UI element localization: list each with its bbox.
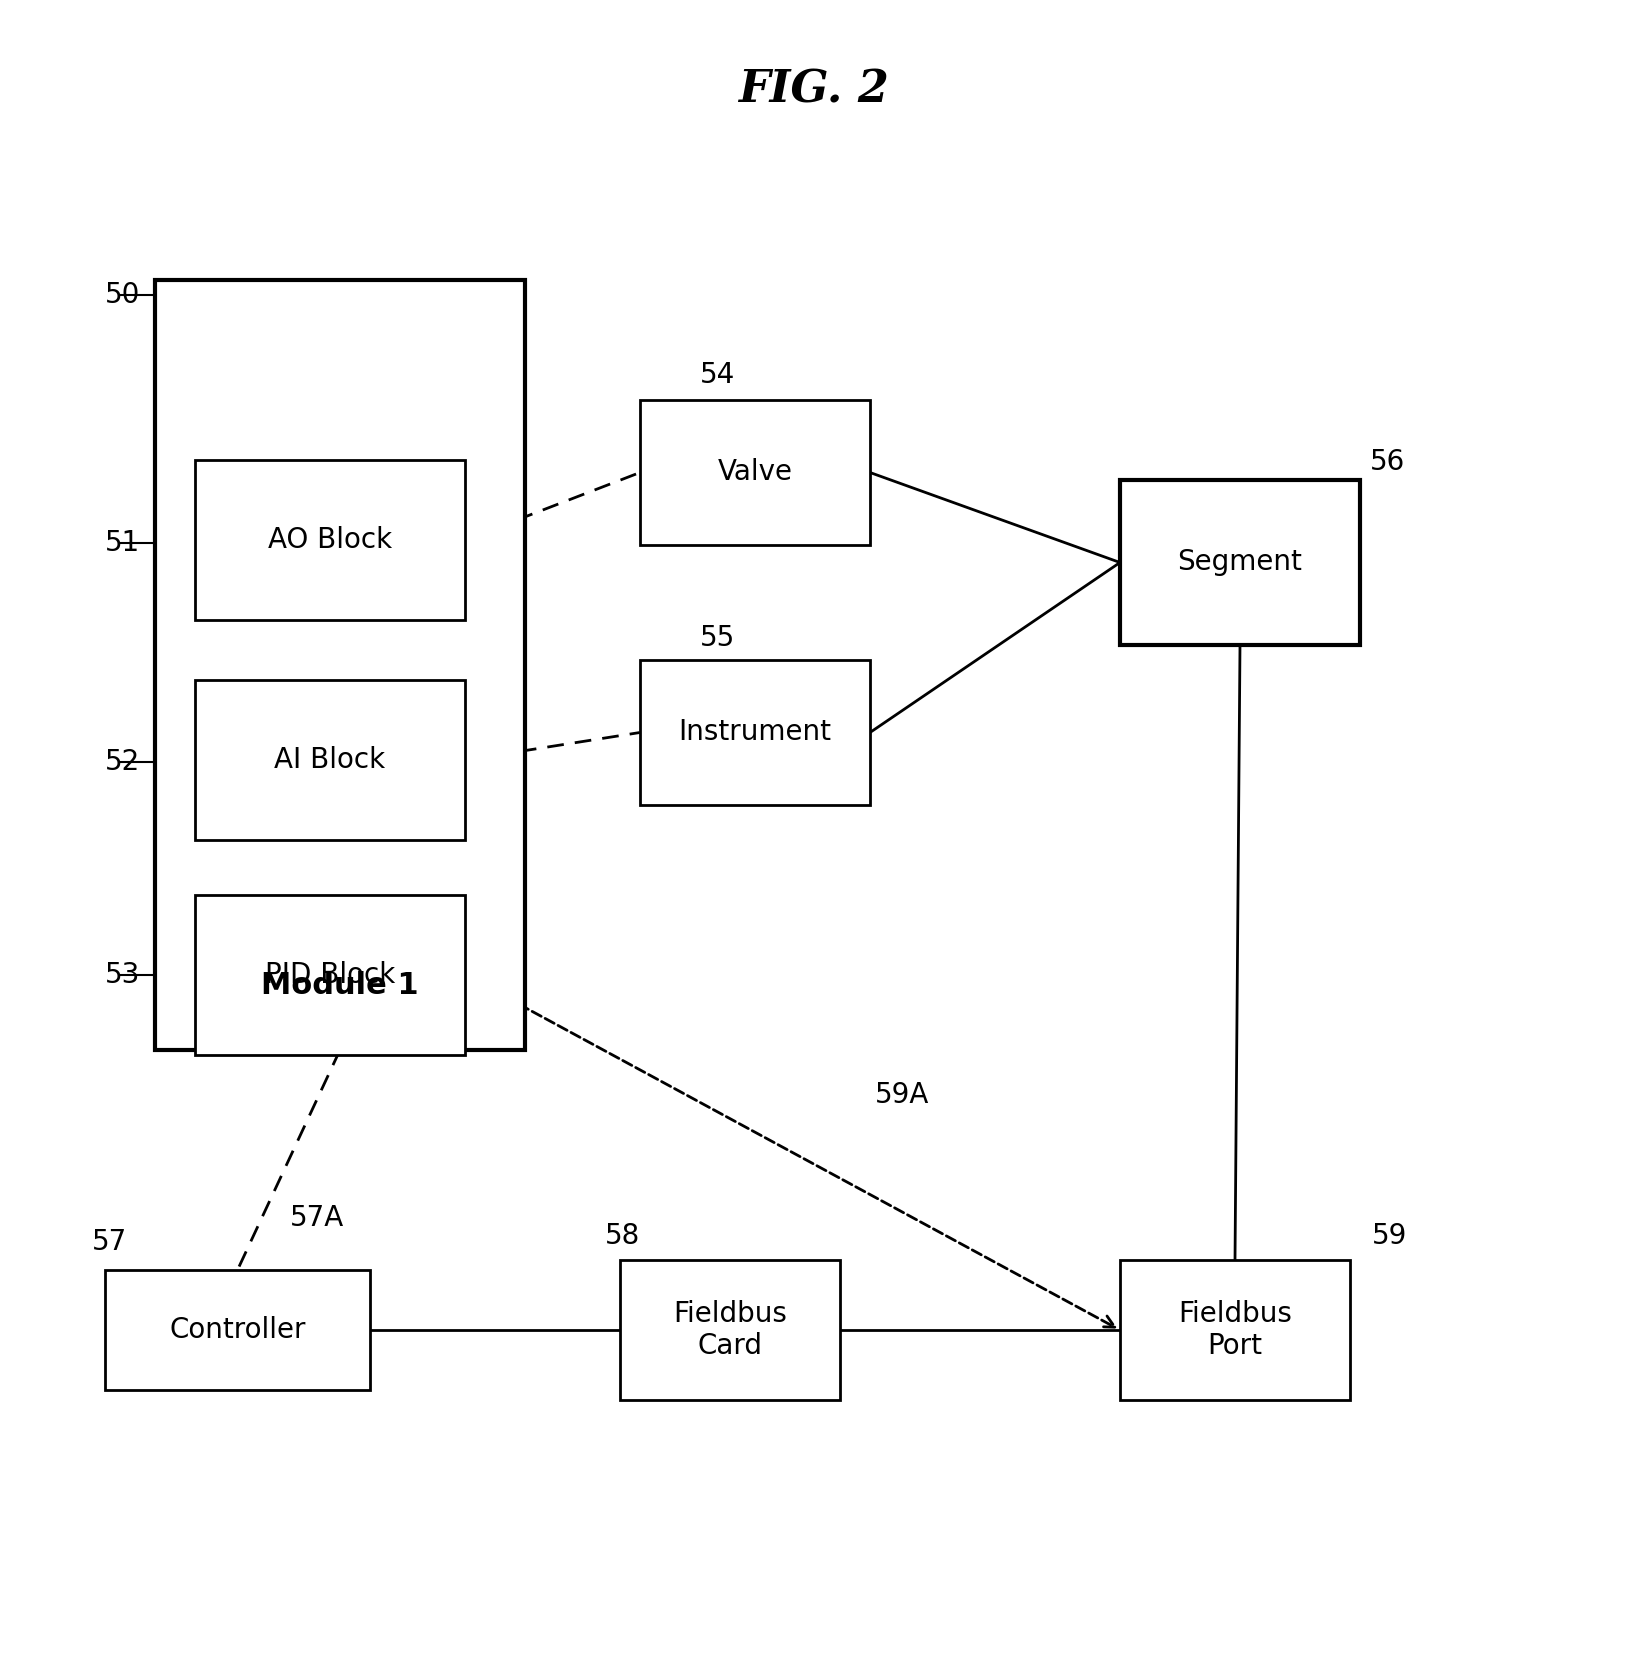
Text: AI Block: AI Block (275, 746, 385, 774)
Text: Fieldbus
Card: Fieldbus Card (673, 1301, 787, 1360)
Text: Module 1: Module 1 (262, 970, 420, 1000)
Text: 53: 53 (106, 962, 140, 988)
Bar (106, 1271, 371, 1390)
Bar (195, 895, 465, 1055)
Bar (195, 679, 465, 840)
Text: 52: 52 (106, 747, 140, 776)
Text: 58: 58 (605, 1222, 641, 1251)
Text: Segment: Segment (1177, 548, 1302, 576)
Text: 59: 59 (1372, 1222, 1408, 1251)
Text: 57: 57 (93, 1227, 127, 1256)
Text: 51: 51 (106, 528, 140, 556)
Text: Instrument: Instrument (678, 719, 831, 746)
Text: 56: 56 (1371, 448, 1405, 477)
Text: 54: 54 (701, 360, 735, 389)
Bar (1120, 1261, 1350, 1400)
Text: Fieldbus
Port: Fieldbus Port (1179, 1301, 1293, 1360)
Bar (1120, 480, 1359, 644)
Text: PID Block: PID Block (265, 962, 395, 988)
Bar (641, 400, 870, 545)
Text: Controller: Controller (169, 1316, 306, 1344)
Text: AO Block: AO Block (268, 527, 392, 555)
Bar (641, 659, 870, 806)
Bar (620, 1261, 841, 1400)
Text: FIG. 2: FIG. 2 (738, 68, 888, 111)
Bar (195, 460, 465, 620)
Text: 57A: 57A (289, 1204, 345, 1232)
Text: 50: 50 (106, 281, 140, 309)
Text: 59A: 59A (875, 1081, 930, 1110)
Bar (154, 281, 525, 1050)
Text: Valve: Valve (717, 458, 792, 487)
Text: 55: 55 (701, 625, 735, 653)
